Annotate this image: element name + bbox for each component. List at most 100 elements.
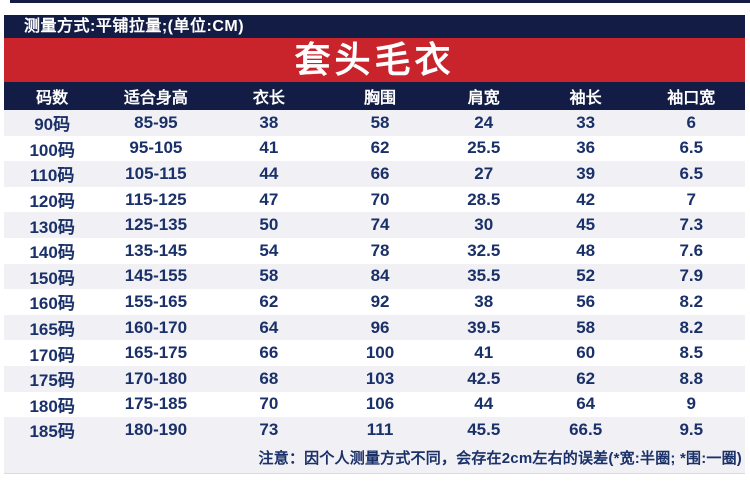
- table-cell: 70: [259, 394, 279, 414]
- column-header: 肩宽: [433, 82, 534, 110]
- table-cell: 38: [474, 291, 494, 311]
- table-cell: 180码: [29, 396, 75, 416]
- table-cell: 160-170: [124, 317, 188, 337]
- column-header: 适合身高: [100, 82, 212, 110]
- table-cell: 62: [576, 368, 596, 388]
- page-title: 套头毛衣: [294, 39, 455, 81]
- table-cell: 170码: [29, 345, 75, 365]
- table-cell: 170-180: [124, 368, 188, 388]
- table-cell: 185码: [29, 422, 75, 442]
- table-cell: 74: [370, 215, 390, 235]
- table-cell: 78: [370, 240, 390, 260]
- table-cell: 6: [686, 112, 696, 132]
- table-cell: 39: [576, 163, 596, 183]
- table-cell: 106: [365, 394, 395, 414]
- measurement-method-bar: 测量方式:平铺拉量;(单位:CM): [4, 15, 745, 38]
- table-cell: 64: [259, 317, 279, 337]
- table-cell: 27: [474, 163, 494, 183]
- table-row: 185码 180-190 73 111 45.5 66.5 9.5: [4, 417, 745, 443]
- table-cell: 73: [259, 419, 279, 439]
- table-cell: 54: [259, 240, 279, 260]
- table-cell: 60: [576, 343, 596, 363]
- table-cell: 44: [474, 394, 494, 414]
- table-row: 130码 125-135 50 74 30 45 7.3: [4, 212, 745, 238]
- notice-text: 注意：因个人测量方式不同，会存在2cm左右的误差(*宽:半圈; *围:一圈): [258, 450, 742, 468]
- table-cell: 8.8: [679, 368, 704, 388]
- table-cell: 9.5: [679, 419, 704, 439]
- table-cell: 85-95: [134, 112, 178, 132]
- table-cell: 58: [576, 317, 596, 337]
- notice-row: 注意：因个人测量方式不同，会存在2cm左右的误差(*宽:半圈; *围:一圈): [4, 442, 745, 474]
- table-cell: 110码: [29, 166, 75, 186]
- measurement-method-text: 测量方式:平铺拉量;(单位:CM): [24, 18, 245, 35]
- table-cell: 52: [576, 266, 596, 286]
- table-cell: 160码: [29, 294, 75, 314]
- column-header: 袖口宽: [637, 82, 745, 110]
- table-cell: 125-135: [124, 215, 188, 235]
- table-cell: 100码: [29, 140, 75, 160]
- table-row: 180码 175-185 70 106 44 64 9: [4, 391, 745, 418]
- table-cell: 100: [365, 343, 395, 363]
- table-cell: 165码: [29, 320, 75, 340]
- table-cell: 33: [576, 112, 596, 132]
- table-cell: 6.5: [679, 163, 704, 183]
- top-white-gap: [0, 3, 750, 15]
- table-row: 150码 145-155 58 84 35.5 52 7.9: [4, 263, 745, 290]
- table-cell: 64: [576, 394, 596, 414]
- table-cell: 30: [474, 215, 494, 235]
- table-cell: 45: [576, 215, 596, 235]
- table-cell: 50: [259, 215, 279, 235]
- table-header-row: 码数 适合身高 衣长 胸围 肩宽 袖长 袖口宽: [4, 82, 745, 110]
- table-cell: 180-190: [124, 419, 188, 439]
- table-cell: 38: [259, 112, 279, 132]
- table-cell: 96: [370, 317, 390, 337]
- table-cell: 8.2: [679, 291, 704, 311]
- top-accent-line: [10, 0, 750, 3]
- table-cell: 45.5: [467, 419, 501, 439]
- size-chart-table: 码数 适合身高 衣长 胸围 肩宽 袖长 袖口宽 90码 85-95 38 58 24 33 6 100码 9…: [4, 82, 745, 443]
- table-cell: 25.5: [467, 138, 501, 158]
- table-cell: 120码: [29, 192, 75, 212]
- table-cell: 58: [370, 112, 390, 132]
- table-cell: 7.9: [679, 266, 704, 286]
- table-row: 175码 170-180 68 103 42.5 62 8.8: [4, 365, 745, 392]
- column-header: 袖长: [533, 82, 638, 110]
- table-row: 90码 85-95 38 58 24 33 6: [4, 110, 745, 136]
- title-banner: 套头毛衣: [4, 38, 745, 82]
- table-cell: 84: [370, 266, 390, 286]
- table-cell: 175-185: [124, 394, 188, 414]
- column-header: 码数: [4, 82, 101, 110]
- table-cell: 7: [686, 189, 696, 209]
- table-cell: 115-125: [125, 189, 187, 209]
- table-cell: 135-145: [124, 240, 188, 260]
- table-row: 160码 155-165 62 92 38 56 8.2: [4, 289, 745, 315]
- table-cell: 62: [259, 291, 279, 311]
- table-cell: 66: [259, 343, 279, 363]
- table-cell: 68: [259, 368, 279, 388]
- table-cell: 56: [576, 291, 596, 311]
- table-cell: 58: [259, 266, 279, 286]
- table-row: 120码 115-125 47 70 28.5 42 7: [4, 186, 745, 213]
- table-cell: 92: [370, 291, 390, 311]
- table-cell: 47: [259, 189, 279, 209]
- table-cell: 8.5: [679, 343, 704, 363]
- table-cell: 130码: [29, 217, 75, 237]
- table-cell: 8.2: [679, 317, 704, 337]
- table-cell: 70: [370, 189, 390, 209]
- table-cell: 32.5: [467, 240, 501, 260]
- table-cell: 36: [576, 138, 596, 158]
- table-cell: 48: [576, 240, 596, 260]
- table-cell: 140码: [29, 243, 75, 263]
- table-cell: 62: [370, 138, 390, 158]
- table-cell: 150码: [29, 268, 75, 288]
- table-cell: 111: [366, 419, 394, 439]
- table-cell: 155-165: [124, 291, 188, 311]
- table-cell: 175码: [29, 371, 75, 391]
- table-cell: 9: [686, 394, 696, 414]
- table-cell: 42: [576, 189, 596, 209]
- table-cell: 39.5: [467, 317, 501, 337]
- table-cell: 24: [474, 112, 494, 132]
- table-cell: 103: [365, 368, 395, 388]
- table-cell: 6.5: [679, 138, 704, 158]
- table-cell: 42.5: [467, 368, 501, 388]
